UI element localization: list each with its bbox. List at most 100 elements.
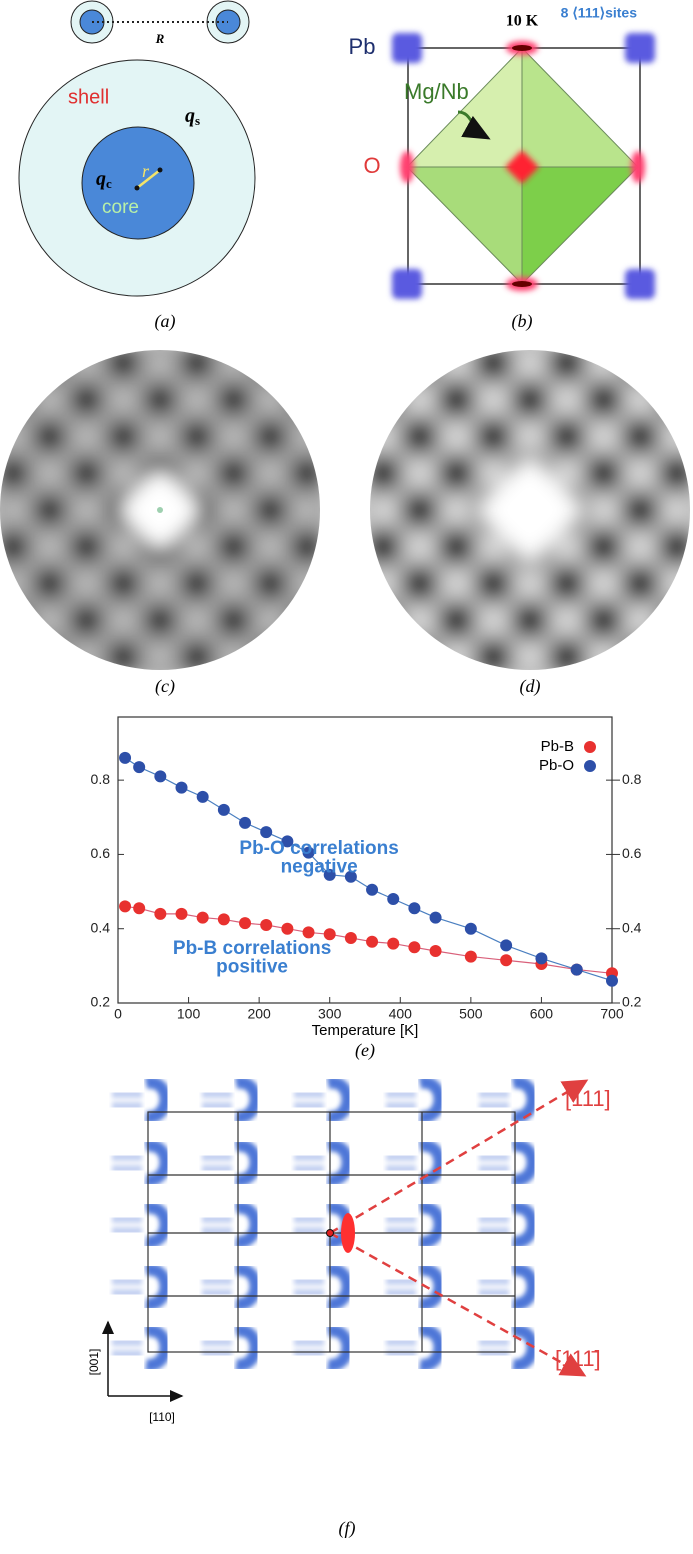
- x-tick-label: 600: [530, 1006, 554, 1022]
- data-point: [387, 937, 400, 950]
- direction-label: [111̄]: [555, 1346, 601, 1371]
- legend-label: Pb-B: [541, 738, 574, 755]
- y-tick-label: 0.2: [91, 994, 111, 1010]
- panel-d: (d): [370, 350, 690, 697]
- blob: [386, 1270, 440, 1305]
- y2-tick-label: 0.2: [622, 994, 642, 1010]
- caption: (f): [339, 1518, 356, 1539]
- annotation: positive: [216, 957, 288, 978]
- blob: [112, 1270, 166, 1305]
- x-axis-label: Temperature [K]: [312, 1022, 419, 1039]
- caption: (b): [512, 311, 533, 332]
- origin: [326, 1229, 334, 1237]
- radius-label: r: [142, 161, 150, 181]
- blob: [202, 1270, 256, 1305]
- panel-a: R shell qs qc r core (a): [18, 0, 256, 332]
- core: [81, 126, 195, 240]
- o-label: O: [363, 153, 380, 178]
- data-point: [302, 926, 315, 939]
- subscript: s: [195, 113, 200, 128]
- direction-arrow: [329, 1231, 587, 1377]
- blob: [202, 1331, 256, 1366]
- o-site: [512, 281, 532, 287]
- legend-label: Pb-O: [539, 757, 574, 774]
- y-tick-label: 0.4: [91, 919, 111, 935]
- x-tick-label: 400: [389, 1006, 413, 1022]
- center: [157, 507, 163, 513]
- data-point: [344, 870, 357, 883]
- symbol: q: [185, 105, 195, 127]
- legend-marker: [584, 760, 596, 772]
- blob: [479, 1270, 533, 1305]
- blob: [386, 1208, 440, 1243]
- data-point: [500, 954, 513, 967]
- data-point: [196, 790, 209, 803]
- plot-frame: [117, 716, 613, 1004]
- dot: [157, 167, 163, 173]
- panel-e: (e) 0.2 0.2 0.4 0.4 0.6 0.6 0.8 0.8 0 100 200 300 40…: [91, 716, 642, 1061]
- direction-arrow: [329, 1079, 589, 1235]
- blob: [479, 1208, 533, 1243]
- blob: [294, 1270, 348, 1305]
- x-tick-label: 100: [177, 1006, 201, 1022]
- data-point: [239, 816, 252, 829]
- axis-label: [110]: [149, 1410, 175, 1424]
- data-point: [175, 907, 188, 920]
- data-point: [281, 835, 294, 848]
- panel-c: (c): [0, 350, 320, 697]
- data-point: [217, 913, 230, 926]
- data-point: [196, 911, 209, 924]
- arrow: [457, 110, 491, 140]
- symbol: q: [96, 168, 106, 190]
- x-tick-label: 0: [114, 1006, 122, 1022]
- dot: [134, 185, 140, 191]
- data-point: [323, 928, 336, 941]
- sites-label: 8 ⟨111⟩sites: [561, 5, 638, 21]
- pb-label: Pb: [349, 34, 376, 59]
- data-point: [323, 868, 336, 881]
- blob: [294, 1208, 348, 1243]
- radius-line: [136, 169, 161, 189]
- data-point: [119, 900, 132, 913]
- mgnb-label: Mg/Nb: [404, 79, 469, 104]
- y-tick-label: 0.8: [91, 771, 111, 787]
- x-tick-label: 300: [318, 1006, 342, 1022]
- data-point: [464, 922, 477, 935]
- data-point: [366, 883, 379, 896]
- annotation: Pb-B correlations: [173, 938, 331, 959]
- data-point: [429, 945, 442, 957]
- data-point: [154, 770, 167, 783]
- subscript: c: [106, 176, 112, 191]
- temperature: 10 K: [506, 13, 539, 30]
- data-point: [408, 902, 421, 915]
- data-point: [281, 922, 294, 935]
- caption: (c): [155, 676, 175, 697]
- data-point: [464, 950, 477, 963]
- data-point: [175, 781, 188, 794]
- red-site: [341, 1213, 355, 1253]
- annotation: negative: [281, 856, 358, 877]
- data-point: [606, 974, 618, 987]
- core-charge: qc: [96, 168, 112, 191]
- caption: (e): [355, 1040, 375, 1061]
- direction-label: [111]: [565, 1086, 611, 1111]
- caption: (d): [520, 676, 541, 697]
- data-point: [302, 846, 315, 859]
- core-label: core: [102, 197, 139, 218]
- caption: (a): [155, 311, 176, 332]
- blob: [386, 1331, 440, 1366]
- y-tick-label: 0.6: [91, 845, 111, 861]
- annotation: Pb-O correlations: [239, 838, 398, 859]
- pb-sites: [392, 33, 655, 299]
- data-point: [387, 893, 400, 905]
- blob: [479, 1331, 533, 1366]
- data-point: [133, 761, 146, 774]
- legend-marker: [584, 741, 596, 753]
- blob: [112, 1331, 166, 1366]
- data-point: [239, 917, 252, 930]
- blob: [202, 1208, 256, 1243]
- data-point: [217, 803, 230, 816]
- data-point: [119, 751, 132, 764]
